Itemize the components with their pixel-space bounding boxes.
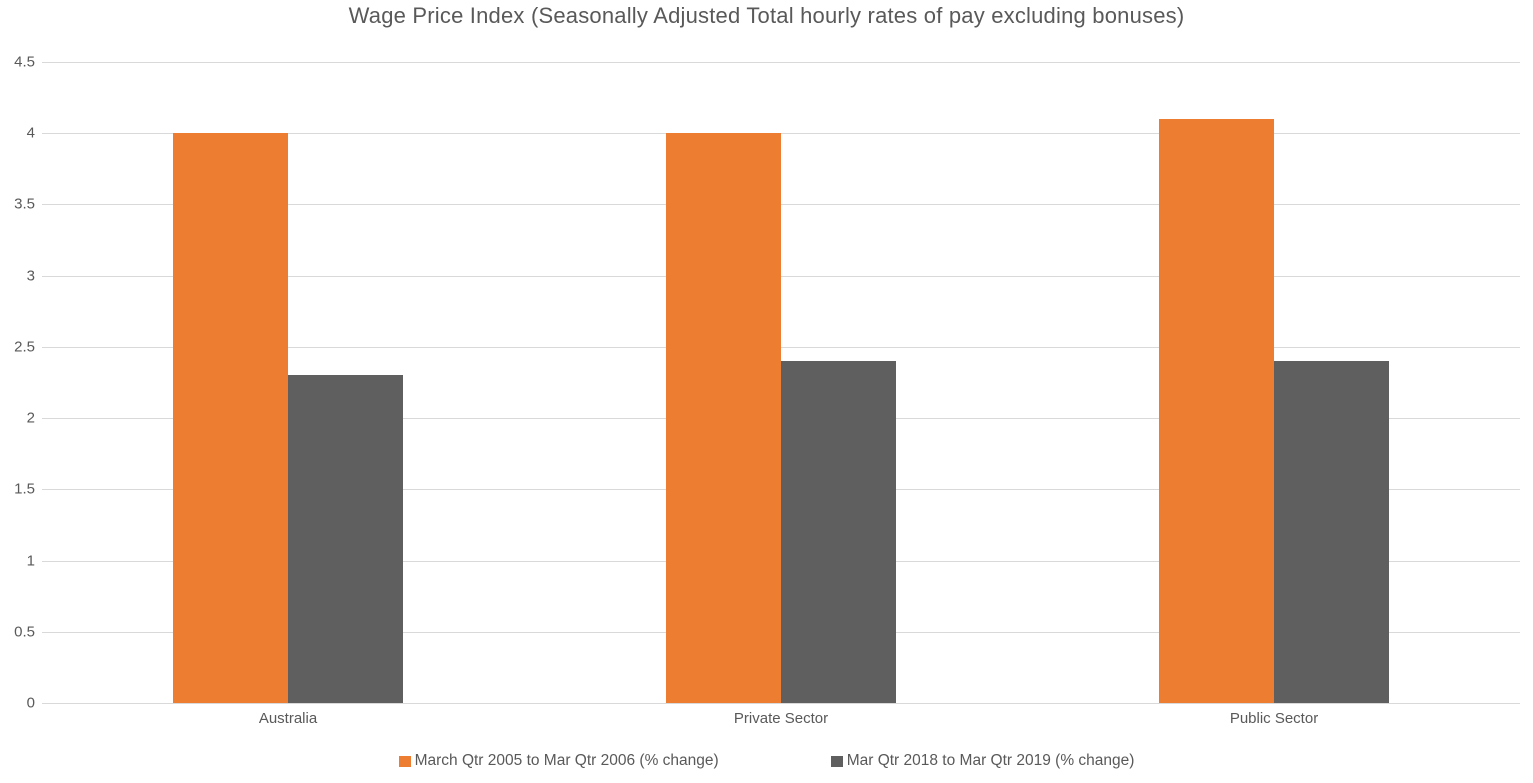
legend-swatch-icon [398,755,411,767]
y-tick-label: 4.5 [14,53,35,71]
x-category-label: Public Sector [1229,710,1319,727]
bar-series1-australia [173,133,288,703]
y-tick-label: 0 [26,694,35,712]
y-tick-label: 3 [26,267,35,285]
legend-item-series2: Mar Qtr 2018 to Mar Qtr 2019 (% change) [830,752,1135,770]
legend-label: March Qtr 2005 to Mar Qtr 2006 (% change… [414,752,719,769]
bar-series2-private-sector [781,361,896,703]
gridline [42,204,1520,205]
x-axis-line [42,703,1520,704]
y-tick-label: 2 [26,409,35,427]
x-category-label: Private Sector [733,710,829,727]
legend: March Qtr 2005 to Mar Qtr 2006 (% change… [0,752,1533,770]
bar-series1-private-sector [666,133,781,703]
legend-swatch-icon [830,755,843,767]
y-tick-label: 1.5 [14,480,35,498]
y-tick-label: 2.5 [14,338,35,356]
y-tick-label: 3.5 [14,195,35,213]
bar-series2-australia [288,375,403,703]
y-tick-label: 0.5 [14,623,35,641]
chart-title: Wage Price Index (Seasonally Adjusted To… [348,3,1185,28]
plot-area [42,62,1520,704]
bar-series1-public-sector [1159,119,1274,703]
gridline [42,347,1520,348]
bar-series2-public-sector [1274,361,1389,703]
y-tick-label: 1 [26,552,35,570]
y-tick-label: 4 [26,124,35,142]
x-category-label: Australia [258,710,318,727]
gridline [42,62,1520,63]
legend-item-series1: March Qtr 2005 to Mar Qtr 2006 (% change… [398,752,719,770]
legend-label: Mar Qtr 2018 to Mar Qtr 2019 (% change) [846,752,1135,769]
gridline [42,276,1520,277]
gridline [42,133,1520,134]
